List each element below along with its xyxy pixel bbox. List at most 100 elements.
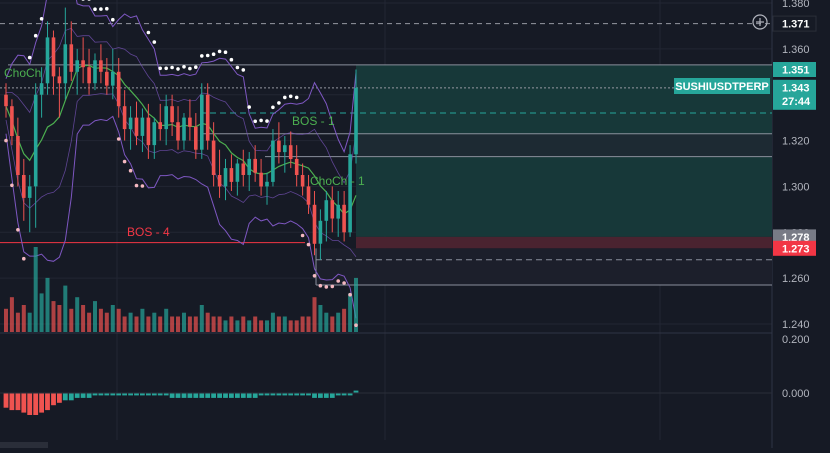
target-zone-gap xyxy=(356,133,772,157)
candlesticks[interactable] xyxy=(4,7,358,260)
histogram-bar xyxy=(51,393,56,406)
candle-body[interactable] xyxy=(4,94,8,107)
candle-body[interactable] xyxy=(116,71,121,107)
oscillator-tick-label: 0.000 xyxy=(782,388,810,400)
candle-body[interactable] xyxy=(265,181,269,187)
candle-body[interactable] xyxy=(27,186,32,198)
candle-body[interactable] xyxy=(152,122,157,146)
sar-dot xyxy=(294,95,299,100)
candle-body[interactable] xyxy=(10,106,14,136)
histogram-bar xyxy=(128,393,133,396)
histogram-bar xyxy=(140,393,145,396)
candle-body[interactable] xyxy=(247,158,251,175)
candle-body[interactable] xyxy=(354,87,358,155)
candle-body[interactable] xyxy=(93,60,97,84)
sar-dot xyxy=(16,228,20,232)
candle-body[interactable] xyxy=(194,126,198,150)
lower-range-box xyxy=(316,248,772,286)
candle-body[interactable] xyxy=(176,122,180,141)
candle-body[interactable] xyxy=(81,60,85,68)
histogram-bar xyxy=(9,393,15,411)
candle-body[interactable] xyxy=(111,71,115,86)
histogram-bar xyxy=(110,393,116,396)
sar-dot xyxy=(312,274,317,278)
candle-body[interactable] xyxy=(342,204,346,233)
candle-body[interactable] xyxy=(188,117,192,127)
candle-body[interactable] xyxy=(223,168,228,187)
candle-body[interactable] xyxy=(205,94,210,141)
candle-body[interactable] xyxy=(312,204,317,244)
histogram-bar xyxy=(33,393,39,415)
candle-body[interactable] xyxy=(283,145,287,153)
candle-body[interactable] xyxy=(288,145,293,159)
volume-bar xyxy=(247,320,252,332)
histogram-bar xyxy=(306,393,311,396)
candle-body[interactable] xyxy=(158,122,162,130)
candle-body[interactable] xyxy=(306,186,311,205)
sar-dot xyxy=(217,49,222,54)
candle-body[interactable] xyxy=(170,106,174,123)
candle-body[interactable] xyxy=(164,106,168,130)
candle-body[interactable] xyxy=(229,168,234,182)
sar-dot xyxy=(140,184,145,188)
candle-body[interactable] xyxy=(235,163,240,182)
candle-body[interactable] xyxy=(146,117,151,146)
candle-body[interactable] xyxy=(200,94,204,150)
sar-dot xyxy=(223,50,228,54)
candle-body[interactable] xyxy=(105,71,109,86)
candle-body[interactable] xyxy=(259,172,263,187)
volume-bar xyxy=(170,316,175,332)
sar-dot xyxy=(152,40,157,44)
candle-body[interactable] xyxy=(122,106,127,130)
candle-body[interactable] xyxy=(253,158,257,173)
volume-bar xyxy=(193,316,198,332)
candle-body[interactable] xyxy=(63,44,68,84)
candle-body[interactable] xyxy=(128,117,133,130)
histogram-bar xyxy=(187,393,193,398)
candle-body[interactable] xyxy=(87,67,91,84)
sar-dot xyxy=(22,256,26,261)
candle-body[interactable] xyxy=(211,140,216,175)
candle-body[interactable] xyxy=(330,200,335,219)
volume-bar xyxy=(253,316,258,332)
candle-body[interactable] xyxy=(39,83,44,95)
candle-body[interactable] xyxy=(241,163,246,176)
candle-body[interactable] xyxy=(22,175,26,198)
candle-body[interactable] xyxy=(217,175,222,187)
volume-bar xyxy=(63,285,68,332)
price-label-current xyxy=(773,79,816,110)
add-alert-icon[interactable] xyxy=(752,14,768,30)
sar-dot xyxy=(271,105,275,110)
candle-body[interactable] xyxy=(348,154,352,233)
sar-dot xyxy=(134,183,139,188)
price-label-red xyxy=(773,240,816,256)
candle-body[interactable] xyxy=(57,76,62,84)
histogram-bar xyxy=(217,393,222,398)
time-scroll-handle[interactable] xyxy=(0,442,48,448)
histogram-bar xyxy=(68,393,74,401)
candle-body[interactable] xyxy=(51,37,56,77)
bos-1-label: BOS - 1 xyxy=(292,114,335,128)
candle-body[interactable] xyxy=(45,37,50,84)
candle-body[interactable] xyxy=(140,117,145,136)
volume-bar xyxy=(152,312,157,332)
candle-body[interactable] xyxy=(99,60,103,72)
candle-body[interactable] xyxy=(318,220,323,244)
candle-body[interactable] xyxy=(16,136,20,175)
candle-body[interactable] xyxy=(75,60,79,72)
candle-body[interactable] xyxy=(69,44,74,72)
candle-body[interactable] xyxy=(300,175,305,187)
candle-body[interactable] xyxy=(336,204,340,219)
candle-body[interactable] xyxy=(324,200,329,221)
candle-body[interactable] xyxy=(294,158,299,175)
candle-body[interactable] xyxy=(182,117,186,141)
candle-body[interactable] xyxy=(134,117,139,136)
sar-dot xyxy=(164,66,168,71)
candle-body[interactable] xyxy=(271,140,275,182)
sar-dot xyxy=(4,138,8,143)
candle-body[interactable] xyxy=(33,94,38,187)
sar-dot xyxy=(306,242,311,247)
candle-body[interactable] xyxy=(277,140,281,153)
